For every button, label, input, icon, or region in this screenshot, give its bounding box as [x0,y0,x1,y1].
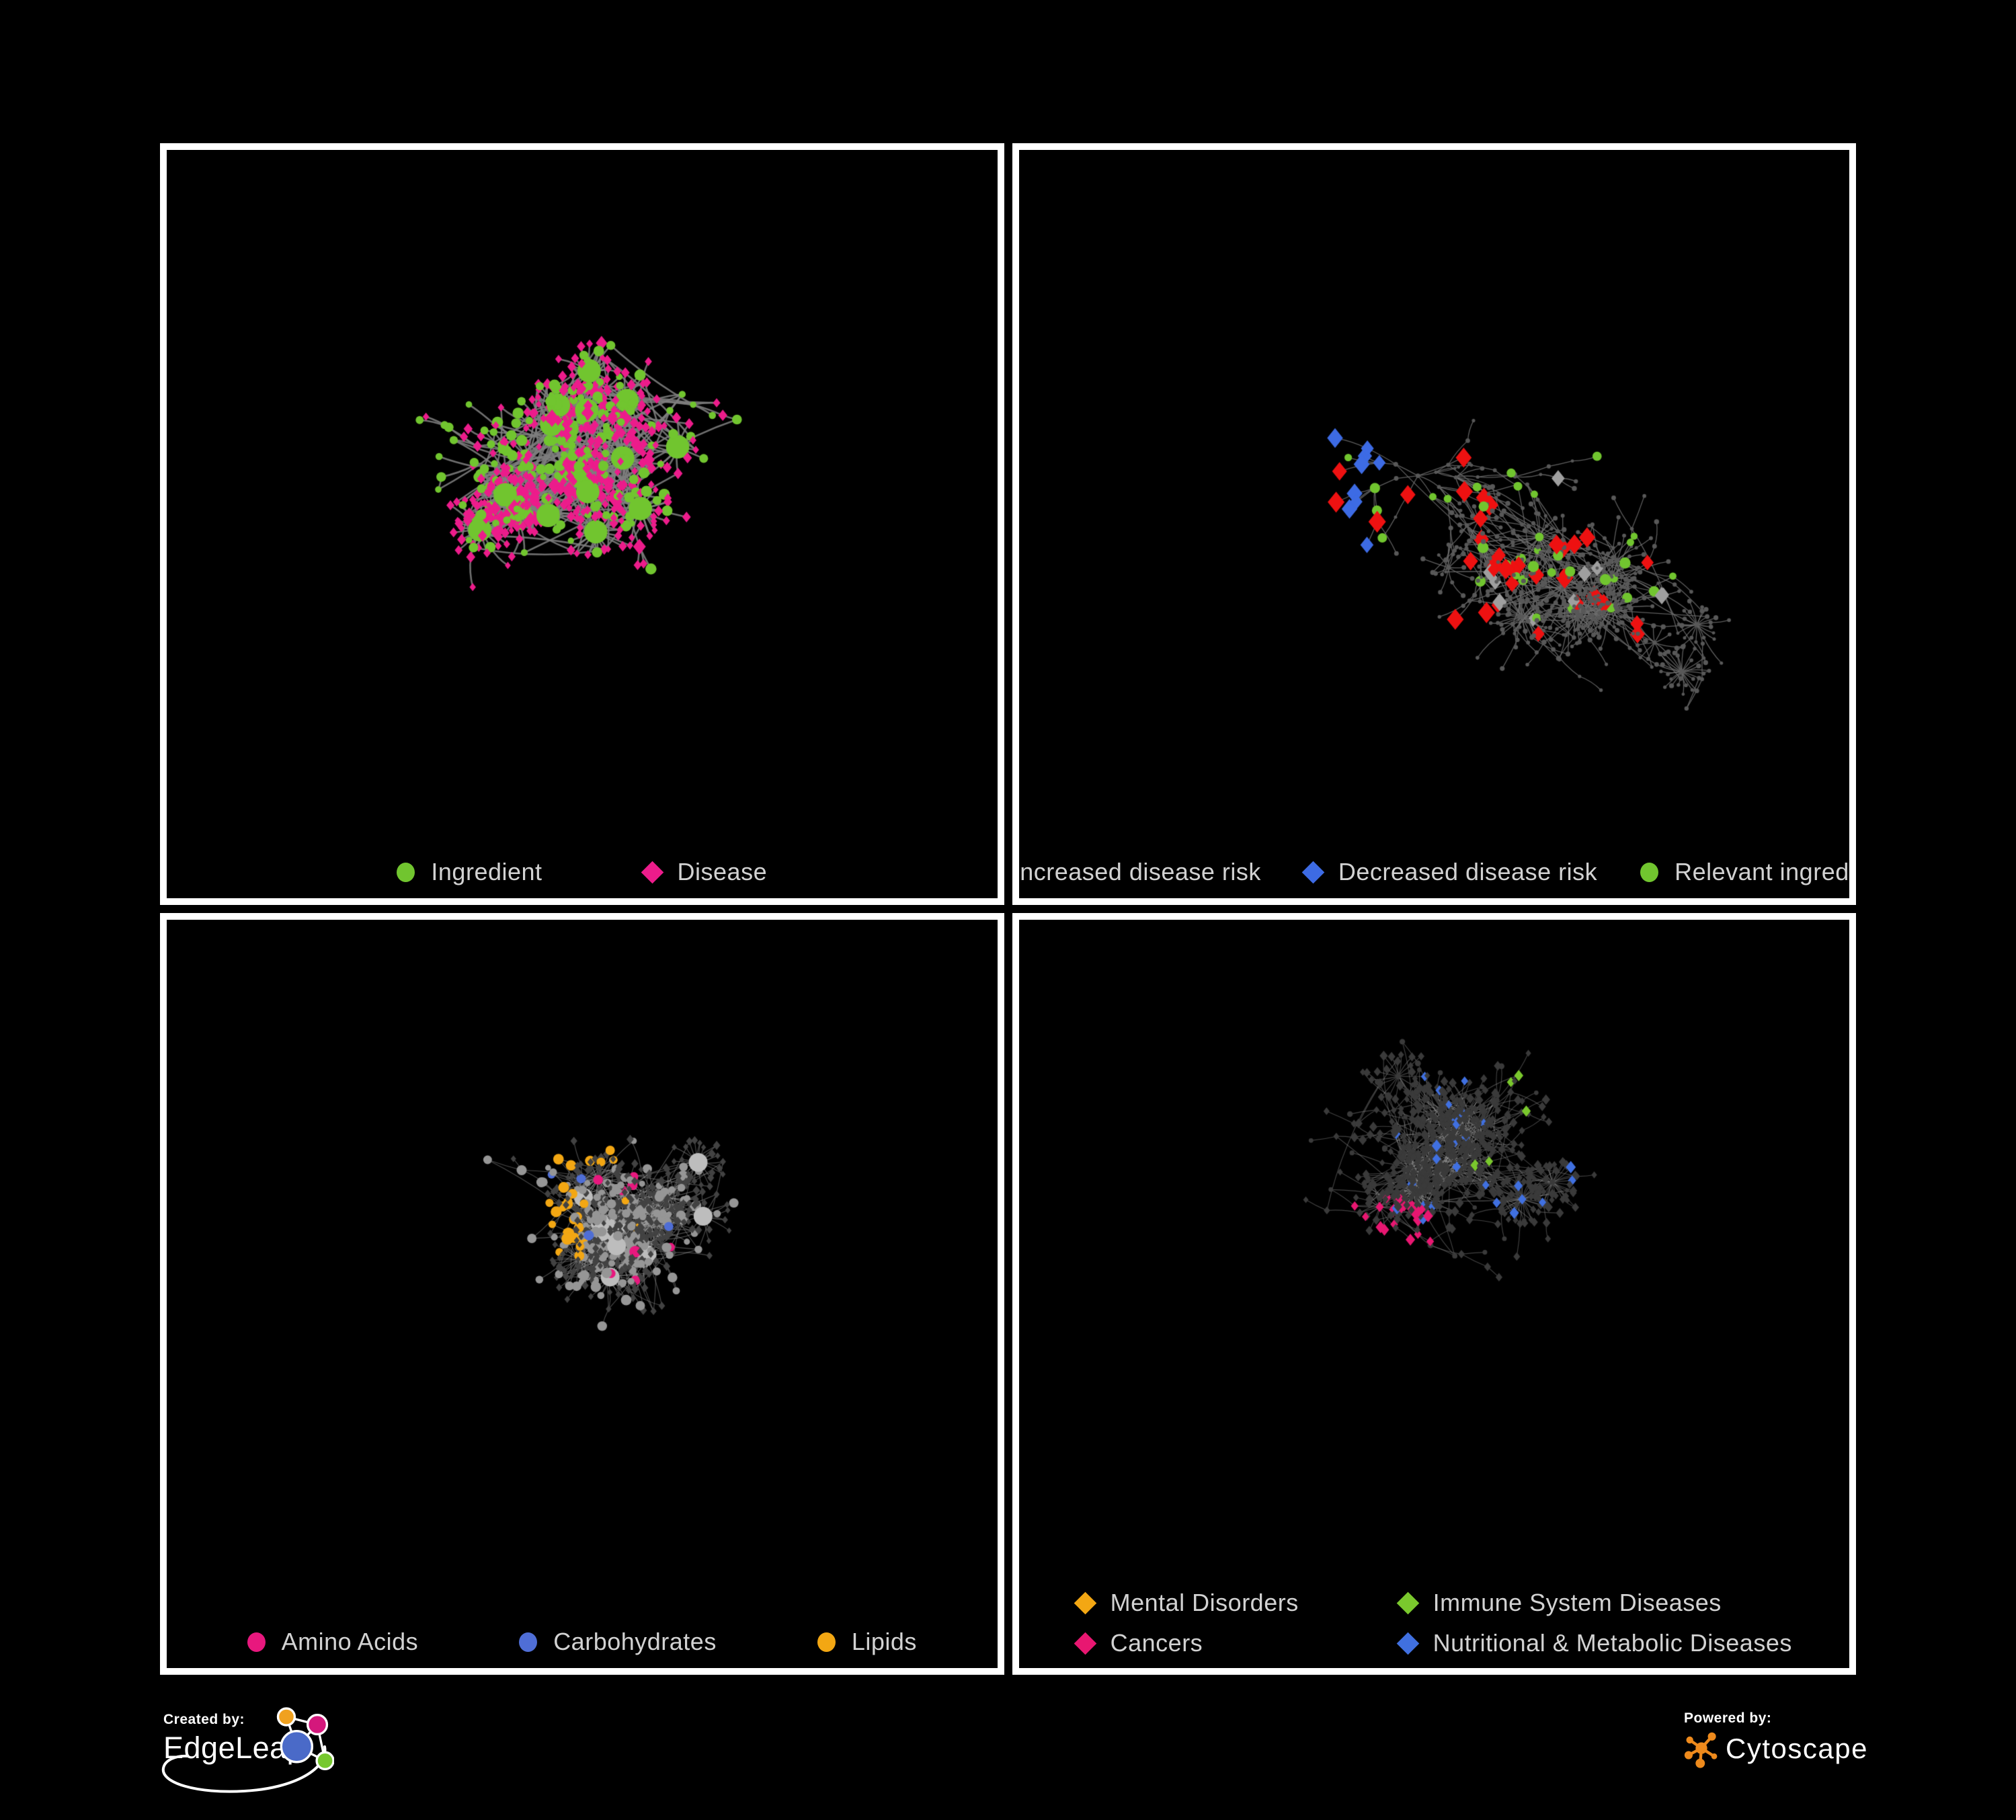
circle-marker-icon [817,1632,836,1652]
legend-label: Carbohydrates [553,1628,717,1655]
legend-item-disease: Disease [641,858,768,886]
legend-label: Mental Disorders [1110,1589,1299,1616]
legend-item-nutritional-metabolic-diseases: Nutritional & Metabolic Diseases [1396,1629,1792,1657]
diamond-marker-icon [641,861,663,883]
legend-label: Relevant ingredient [1675,858,1855,885]
legend-item-ingredient: Ingredient [397,858,542,886]
legend-label: Nutritional & Metabolic Diseases [1433,1629,1792,1657]
powered-by-label: Powered by: [1684,1710,1772,1726]
network-canvas-ingredient-disease[interactable] [167,150,998,843]
diamond-marker-icon [1396,1591,1419,1614]
panel-ingredient-classes: Amino Acids Carbohydrates Lipids [160,913,1004,1675]
legend-label: Decreased disease risk [1338,858,1598,885]
legend-label: Increased disease risk [1012,858,1261,885]
network-canvas-ingredient-classes[interactable] [167,920,998,1613]
panel-disease-classes: Mental Disorders Immune System Diseases Ca… [1012,913,1856,1675]
circle-marker-icon [247,1632,266,1652]
legend-item-amino-acids: Amino Acids [247,1628,419,1656]
legend-label: Ingredient [431,858,542,885]
legend-label: Immune System Diseases [1433,1589,1722,1616]
legend-disease-classes: Mental Disorders Immune System Diseases Ca… [1019,1589,1850,1657]
legend-label: Cancers [1110,1629,1203,1657]
diamond-marker-icon [1074,1591,1096,1614]
circle-marker-icon [519,1632,538,1652]
diamond-marker-icon [1396,1632,1419,1655]
legend-item-relevant-ingredient: Relevant ingredient [1640,858,1855,886]
edgeleap-logo-icon [276,1707,334,1770]
legend-disease-risk: Increased disease risk Decreased disease … [1018,858,1849,886]
panel-disease-risk: Increased disease risk Decreased disease … [1012,143,1856,905]
cytoscape-logo-icon [1684,1732,1718,1768]
legend-item-lipids: Lipids [817,1628,917,1656]
legend-item-cancers: Cancers [1074,1629,1203,1657]
circle-marker-icon [1640,862,1659,882]
cytoscape-credit: Powered by: Cytoscape [1684,1710,1906,1791]
legend-ingredient-classes: Amino Acids Carbohydrates Lipids [167,1628,998,1656]
legend-item-carbohydrates: Carbohydrates [519,1628,717,1656]
network-canvas-disease-risk[interactable] [1018,150,1850,843]
legend-label: Lipids [851,1628,917,1655]
legend-label: Amino Acids [281,1628,419,1655]
network-canvas-disease-classes[interactable] [1018,920,1850,1589]
edgeleap-swoosh-icon [161,1745,327,1793]
created-by-label: Created by: [163,1712,245,1727]
circle-marker-icon [397,862,415,882]
legend-item-decreased-disease-risk: Decreased disease risk [1301,858,1598,886]
legend-ingredient-disease: Ingredient Disease [167,858,998,886]
edgeleap-credit: Created by: EdgeLeap [161,1707,385,1806]
panels-grid: Ingredient Disease Increased disease risk… [160,143,1856,1675]
cytoscape-wordmark: Cytoscape [1726,1733,1868,1764]
diamond-marker-icon [1074,1632,1096,1655]
panel-ingredient-disease: Ingredient Disease [160,143,1004,905]
legend-label: Disease [677,858,768,885]
legend-item-increased-disease-risk: Increased disease risk [1012,858,1261,886]
legend-item-mental-disorders: Mental Disorders [1074,1589,1299,1617]
diamond-marker-icon [1301,861,1325,883]
legend-item-immune-system-diseases: Immune System Diseases [1396,1589,1722,1617]
